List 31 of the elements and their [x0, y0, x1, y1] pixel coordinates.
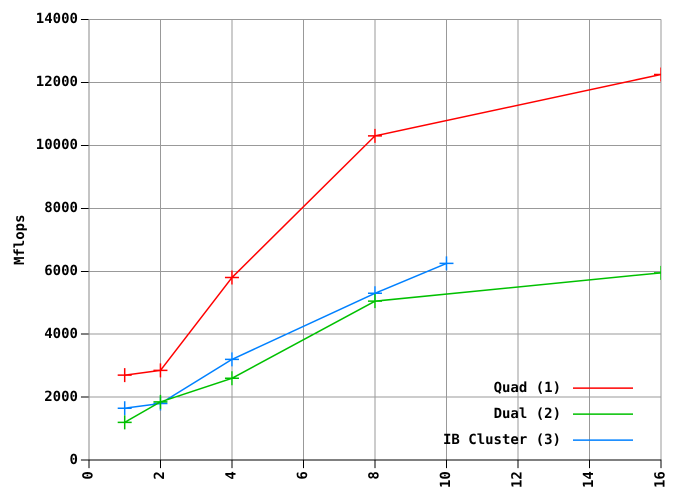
y-tick-label: 12000 — [36, 74, 78, 90]
y-tick-label: 8000 — [44, 200, 78, 216]
y-tick-label: 14000 — [36, 11, 78, 28]
point — [116, 414, 132, 430]
y-tick-label: 4000 — [44, 326, 78, 342]
point — [438, 256, 454, 272]
x-tick-label: 0 — [80, 471, 97, 480]
legend-label: Dual (2) — [494, 406, 561, 422]
point — [116, 400, 132, 416]
legend-label: IB Cluster (3) — [442, 432, 561, 448]
x-tick-label: 2 — [152, 471, 168, 480]
x-tick-label: 8 — [366, 471, 383, 480]
x-tick-label: 12 — [510, 471, 526, 488]
y-tick-label: 6000 — [44, 262, 78, 279]
point — [224, 370, 240, 386]
y-tick-label: 10000 — [36, 136, 78, 153]
y-tick-label: 0 — [70, 452, 78, 468]
x-tick-label: 16 — [652, 471, 669, 488]
x-tick-label: 4 — [224, 471, 240, 480]
point — [152, 362, 168, 378]
point — [224, 270, 240, 286]
legend-label: Quad (1) — [494, 380, 561, 396]
y-tick-label: 2000 — [44, 388, 78, 405]
x-tick-label: 14 — [581, 471, 598, 488]
y-axis-title: Mflops — [12, 214, 28, 266]
point — [224, 352, 240, 368]
point — [367, 128, 383, 144]
point — [116, 367, 132, 383]
point — [367, 293, 383, 309]
x-tick-label: 10 — [438, 471, 454, 488]
x-tick-label: 6 — [295, 471, 312, 480]
